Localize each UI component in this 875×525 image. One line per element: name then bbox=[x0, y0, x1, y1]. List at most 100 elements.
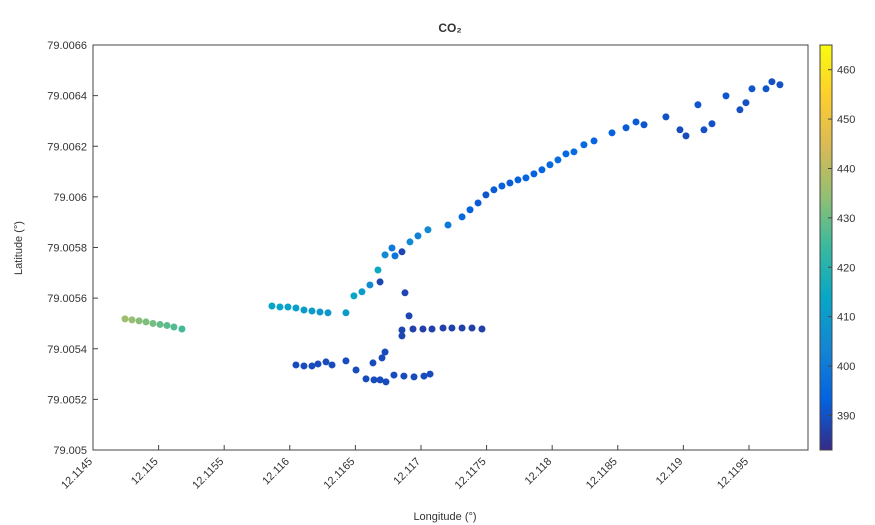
point bbox=[742, 99, 750, 107]
point bbox=[708, 120, 716, 128]
point bbox=[376, 278, 384, 286]
point bbox=[398, 332, 406, 340]
point bbox=[358, 288, 366, 296]
point bbox=[352, 366, 360, 374]
point bbox=[410, 373, 418, 381]
point bbox=[409, 325, 417, 333]
point bbox=[398, 326, 406, 334]
plot-area bbox=[92, 44, 809, 451]
colorbar-tick-label: 410 bbox=[837, 312, 855, 324]
point bbox=[694, 101, 702, 109]
point bbox=[570, 148, 578, 156]
colorbar-tick-label: 460 bbox=[837, 65, 855, 77]
point bbox=[478, 325, 486, 333]
colorbar-tick-label: 390 bbox=[837, 410, 855, 422]
point bbox=[342, 309, 350, 317]
point bbox=[405, 312, 413, 320]
point bbox=[284, 303, 292, 311]
chart-title: CO₂ bbox=[438, 21, 461, 35]
y-tick-label: 79.0066 bbox=[47, 40, 87, 52]
point bbox=[776, 81, 784, 89]
point bbox=[439, 324, 447, 332]
point bbox=[474, 199, 482, 207]
point bbox=[156, 320, 164, 328]
point bbox=[546, 161, 554, 169]
x-tick-label: 12.117 bbox=[391, 456, 423, 488]
point bbox=[292, 361, 300, 369]
point bbox=[308, 307, 316, 315]
point bbox=[632, 118, 640, 126]
point bbox=[135, 317, 143, 325]
point bbox=[514, 176, 522, 184]
point bbox=[142, 318, 150, 326]
x-tick-label: 12.115 bbox=[129, 456, 161, 488]
point bbox=[400, 372, 408, 380]
point bbox=[300, 362, 308, 370]
y-tick-label: 79.0054 bbox=[47, 344, 87, 356]
point bbox=[490, 186, 498, 194]
x-tick-label: 12.1195 bbox=[715, 456, 751, 492]
y-tick-label: 79.0062 bbox=[47, 141, 87, 153]
y-tick-label: 79.0056 bbox=[47, 293, 87, 305]
point bbox=[676, 126, 684, 134]
x-tick-label: 12.1145 bbox=[59, 456, 95, 492]
colorbar-tick-label: 420 bbox=[837, 262, 855, 274]
x-tick-label: 12.119 bbox=[654, 456, 686, 488]
point bbox=[381, 348, 389, 356]
x-tick-label: 12.118 bbox=[523, 456, 555, 488]
point bbox=[300, 306, 308, 314]
point bbox=[414, 232, 422, 240]
point bbox=[378, 354, 386, 362]
point bbox=[268, 302, 276, 310]
point bbox=[458, 324, 466, 332]
point bbox=[170, 323, 178, 331]
point bbox=[498, 182, 506, 190]
colorbar-tick-label: 400 bbox=[837, 361, 855, 373]
point bbox=[370, 376, 378, 384]
point bbox=[391, 252, 399, 260]
point bbox=[420, 372, 428, 380]
point bbox=[292, 304, 300, 312]
y-tick-label: 79.005 bbox=[53, 445, 87, 457]
point bbox=[398, 248, 406, 256]
point bbox=[458, 213, 466, 221]
point bbox=[608, 129, 616, 137]
point bbox=[324, 309, 332, 317]
colorbar-tick-label: 450 bbox=[837, 114, 855, 126]
point bbox=[419, 325, 427, 333]
point bbox=[736, 106, 744, 114]
point bbox=[322, 358, 330, 366]
y-tick-label: 79.0052 bbox=[47, 394, 87, 406]
colorbar bbox=[819, 44, 833, 451]
x-tick-label: 12.1175 bbox=[453, 456, 489, 492]
point bbox=[424, 226, 432, 234]
point bbox=[328, 361, 336, 369]
point bbox=[382, 378, 390, 386]
point bbox=[640, 121, 648, 129]
point bbox=[374, 266, 382, 274]
y-tick-label: 79.0058 bbox=[47, 243, 87, 255]
point bbox=[682, 132, 690, 140]
point bbox=[590, 137, 598, 145]
point bbox=[178, 325, 186, 333]
point bbox=[426, 370, 434, 378]
point bbox=[482, 191, 490, 199]
point bbox=[722, 92, 730, 100]
point bbox=[401, 289, 409, 297]
y-axis-label: Latitude (°) bbox=[13, 221, 25, 275]
point bbox=[316, 308, 324, 316]
point bbox=[448, 324, 456, 332]
point bbox=[390, 371, 398, 379]
point bbox=[350, 292, 358, 300]
point bbox=[388, 244, 396, 252]
point bbox=[748, 85, 756, 93]
point bbox=[149, 319, 157, 327]
point bbox=[406, 238, 414, 246]
point bbox=[580, 141, 588, 149]
point bbox=[768, 78, 776, 86]
point bbox=[444, 221, 452, 229]
x-tick-label: 12.116 bbox=[260, 456, 292, 488]
x-tick-label: 12.1155 bbox=[190, 456, 226, 492]
point bbox=[276, 303, 284, 311]
